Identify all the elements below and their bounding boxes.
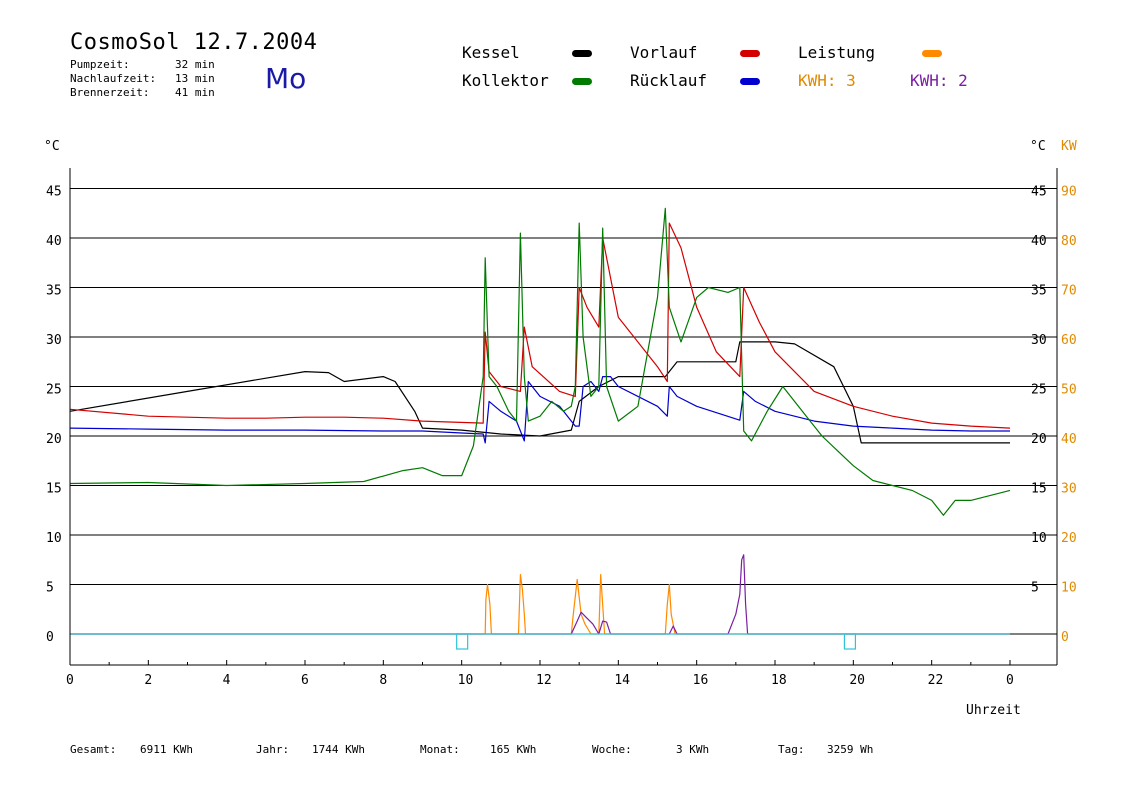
footer-monat-value: 165 KWh [490,743,537,756]
stat-value-pumpzeit: 32 min [175,58,215,71]
x-tick-label: 0 [1006,673,1014,688]
x-tick-label: 12 [536,673,552,688]
stat-value-nachlaufzeit: 13 min [175,72,215,85]
y-tick-label-left: 20 [46,432,62,447]
y-tick-label-right: 15 [1031,482,1047,497]
axes [69,168,1058,666]
footer-gesamt-value: 6911 KWh [140,743,193,756]
y-tick-label-kw: 30 [1061,482,1077,497]
stat-label-nachlaufzeit: Nachlaufzeit: [70,72,157,85]
y-tick-label-right: 25 [1031,383,1047,398]
x-tick-label: 6 [301,673,309,688]
x-tick-label: 14 [614,673,630,688]
y-axis-label-kw: KW [1061,139,1077,154]
legend-label-kessel: Kessel [462,43,520,62]
legend-kwh-purple: KWH: 2 [910,71,968,90]
series-kessel [69,341,1010,444]
y-tick-label-left: 35 [46,284,62,299]
y-tick-label-right: 20 [1031,432,1047,447]
legend-label-kollektor: Kollektor [462,71,549,90]
x-tick-label: 8 [379,673,387,688]
y-tick-label-left: 15 [46,482,62,497]
legend-swatch-vorlauf [740,50,760,57]
series-lines [69,207,1011,650]
legend-swatch-kollektor [572,78,592,85]
chart-title: CosmoSol 12.7.2004 [70,30,318,55]
y-tick-label-right: 35 [1031,284,1047,299]
legend-swatch-leistung [922,50,942,57]
series-vorlauf [69,222,1011,429]
footer-jahr-value: 1744 KWh [312,743,365,756]
y-tick-label-kw: 80 [1061,234,1077,249]
y-tick-label-kw: 70 [1061,284,1077,299]
footer-monat-label: Monat: [420,743,460,756]
x-tick-label: 0 [66,673,74,688]
series-kollektor [69,207,1011,516]
x-axis-label: Uhrzeit [966,703,1021,718]
y-tick-label-kw: 20 [1061,531,1077,546]
y-tick-label-left: 10 [46,531,62,546]
y-tick-label-right: 45 [1031,185,1047,200]
y-tick-label-kw: 10 [1061,581,1077,596]
y-tick-label-left: 5 [46,581,54,596]
x-tick-label: 18 [771,673,787,688]
y-tick-label-left: 45 [46,185,62,200]
y-tick-label-left: 0 [46,630,54,645]
y-axis-label-left: °C [44,139,60,154]
series-leistung [70,573,1010,635]
legend-kwh-orange: KWH: 3 [798,71,856,90]
y-tick-label-left: 25 [46,383,62,398]
axis-labels: 0 2 4 6 8 10 12 14 16 18 20 22 0 0 5 10 15 20 25 30 35 40 45 5 1… [44,139,1077,718]
y-tick-label-kw: 0 [1061,630,1069,645]
legend-swatch-ruecklauf [740,78,760,85]
y-tick-label-kw: 90 [1061,185,1077,200]
pump-marker-0 [456,633,469,650]
stat-label-brennerzeit: Brennerzeit: [70,86,150,99]
y-tick-label-left: 30 [46,333,62,348]
legend-swatch-kessel [572,50,592,57]
x-tick-label: 4 [223,673,231,688]
footer-gesamt-label: Gesamt: [70,743,117,756]
footer-woche-label: Woche: [592,743,632,756]
series-r-cklauf [69,376,1010,444]
y-tick-label-kw: 60 [1061,333,1077,348]
y-tick-label-kw: 40 [1061,432,1077,447]
series-kollektor-kwh [70,554,1010,635]
stat-label-pumpzeit: Pumpzeit: [70,58,130,71]
y-axis-label-right: °C [1030,139,1046,154]
legend-label-vorlauf: Vorlauf [630,43,698,62]
x-tick-label: 2 [144,673,152,688]
footer-tag-value: 3259 Wh [827,743,874,756]
y-tick-label-right: 10 [1031,531,1047,546]
legend-label-leistung: Leistung [798,43,876,62]
x-tick-label: 10 [458,673,474,688]
y-tick-label-right: 40 [1031,234,1047,249]
pump-marker-1 [843,633,857,650]
footer-tag-label: Tag: [778,743,805,756]
stat-value-brennerzeit: 41 min [175,86,215,99]
y-tick-label-right: 5 [1031,581,1039,596]
y-tick-label-left: 40 [46,234,62,249]
x-tick-label: 16 [693,673,709,688]
footer-jahr-label: Jahr: [256,743,290,756]
y-tick-label-right: 30 [1031,333,1047,348]
legend-label-ruecklauf: Rücklauf [630,71,708,90]
y-tick-label-kw: 50 [1061,383,1077,398]
x-tick-label: 20 [849,673,865,688]
footer-woche-value: 3 KWh [676,743,710,756]
x-tick-label: 22 [928,673,944,688]
weekday-label: Mo [265,62,307,95]
